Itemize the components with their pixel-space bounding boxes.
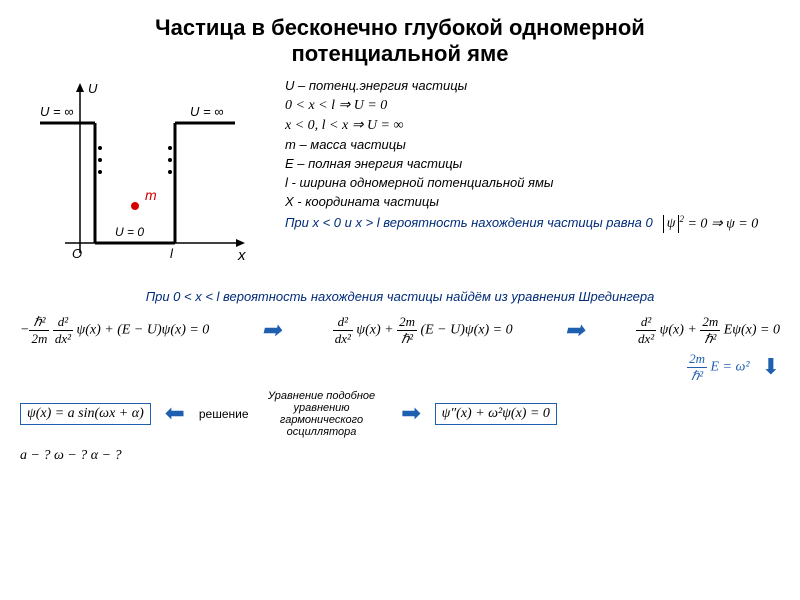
eq-solution: ψ(x) = a sin(ωx + α)	[20, 403, 151, 425]
x-axis-label: x	[237, 247, 246, 264]
upper-section: U x O U = ∞ U = ∞ U = 0 l m U – потенц.э…	[20, 78, 780, 283]
arrow-down-icon: ⬇	[762, 354, 780, 380]
eq-omega-def: 2mℏ² E = ω²	[687, 351, 749, 384]
u-inf-right: U = ∞	[190, 104, 223, 119]
eq-schrodinger: −ℏ²2m d²dx² ψ(x) + (E − U)ψ(x) = 0	[20, 314, 209, 347]
title-line-1: Частица в бесконечно глубокой одномерной	[155, 15, 645, 40]
title-line-2: потенциальной яме	[292, 41, 509, 66]
u-zero: U = 0	[115, 225, 144, 239]
page-title: Частица в бесконечно глубокой одномерной…	[20, 15, 780, 68]
def-u: U – потенц.энергия частицы	[285, 78, 780, 95]
prob-zero-text: При x < 0 и x > l вероятность нахождения…	[285, 215, 653, 232]
unknowns-row: a − ? ω − ? α − ?	[20, 446, 780, 464]
def-cond1: 0 < x < l ⇒ U = 0	[285, 97, 780, 115]
eq-unknowns: a − ? ω − ? α − ?	[20, 448, 122, 463]
u-inf-left: U = ∞	[40, 104, 73, 119]
def-m: m – масса частицы	[285, 137, 780, 154]
def-e: E – полная энергия частицы	[285, 156, 780, 173]
equation-chain: −ℏ²2m d²dx² ψ(x) + (E − U)ψ(x) = 0 ➡ d²d…	[20, 314, 780, 347]
eq-harmonic: ψ″(x) + ω²ψ(x) = 0	[435, 403, 557, 425]
def-cond2: x < 0, l < x ⇒ U = ∞	[285, 117, 780, 135]
harmonic-note: Уравнение подобное уравнению гармоническ…	[257, 390, 387, 438]
prob-zero-line: При x < 0 и x > l вероятность нахождения…	[285, 214, 780, 234]
particle-label: m	[145, 187, 157, 203]
solution-label: решение	[199, 407, 249, 421]
arrow-right-icon: ➡	[560, 316, 588, 345]
eq-step2: d²dx² ψ(x) + 2mℏ² (E − U)ψ(x) = 0	[333, 314, 513, 347]
l-label: l	[170, 246, 174, 261]
definitions-block: U – потенц.энергия частицы 0 < x < l ⇒ U…	[285, 78, 780, 283]
eq-step3: d²dx² ψ(x) + 2mℏ² Eψ(x) = 0	[636, 314, 780, 347]
arrow-right-small-icon: ⬅	[395, 399, 427, 428]
prob-zero-eq: ψ2 = 0 ⇒ ψ = 0	[663, 214, 759, 234]
u-axis-label: U	[88, 81, 98, 96]
arrow-left-icon: ⬅	[159, 399, 191, 428]
omega-row: 2mℏ² E = ω² ⬇	[20, 351, 780, 384]
def-x: X - координата частицы	[285, 194, 780, 211]
particle-dot	[131, 202, 139, 210]
potential-well-diagram: U x O U = ∞ U = ∞ U = 0 l m	[20, 78, 270, 283]
def-l: l - ширина одномерной потенциальной ямы	[285, 175, 780, 192]
origin-label: O	[72, 246, 82, 261]
bottom-row: ψ(x) = a sin(ωx + α) ⬅ решение Уравнение…	[20, 390, 780, 438]
arrow-right-icon: ➡	[257, 316, 285, 345]
prob-nonzero-text: При 0 < x < l вероятность нахождения час…	[20, 289, 780, 304]
